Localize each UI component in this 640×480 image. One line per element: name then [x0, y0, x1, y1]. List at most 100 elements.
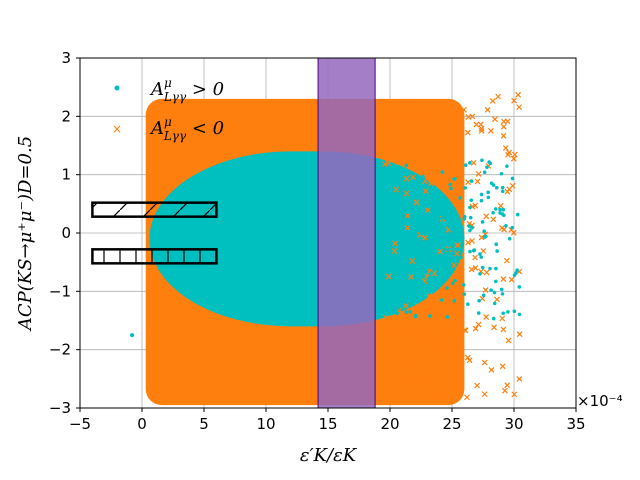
orange-x-point — [500, 123, 507, 130]
orange-x-point — [393, 186, 400, 193]
orange-x-point — [464, 354, 471, 361]
cyan-point — [420, 282, 425, 286]
cyan-point — [429, 271, 434, 275]
cyan-point — [492, 290, 497, 295]
cyan-point — [463, 163, 468, 167]
orange-x-point — [390, 115, 397, 121]
orange-x-point — [375, 397, 382, 404]
hatched-bar-1 — [91, 201, 218, 218]
cyan-point — [481, 293, 486, 298]
orange-x-point — [374, 358, 381, 365]
orange-x-point — [433, 371, 440, 377]
x-tick-label: −5 — [69, 415, 91, 433]
cyan-point — [440, 298, 444, 302]
cyan-point — [512, 309, 517, 314]
orange-x-point — [464, 394, 470, 401]
cyan-point — [438, 261, 443, 266]
orange-x-point — [408, 113, 414, 120]
cyan-point — [419, 231, 423, 235]
orange-x-point — [483, 269, 490, 276]
cyan-point — [467, 224, 471, 228]
cyan-point — [453, 229, 458, 234]
cyan-point — [500, 292, 505, 296]
orange-x-point — [469, 237, 476, 244]
orange-x-point — [401, 99, 408, 106]
cyan-point — [489, 181, 494, 186]
cyan-point — [449, 227, 453, 231]
orange-x-point — [483, 213, 490, 220]
scatter-points — [130, 91, 523, 405]
orange-x-point — [416, 326, 423, 333]
cyan-point — [515, 212, 520, 217]
orange-x-point — [500, 276, 507, 282]
cyan-point — [470, 226, 474, 230]
orange-x-point — [455, 176, 462, 182]
orange-x-point — [402, 357, 408, 364]
cyan-point — [429, 220, 433, 225]
orange-x-point — [425, 374, 432, 381]
orange-x-point — [413, 199, 420, 206]
orange-x-point — [488, 367, 495, 373]
orange-x-point — [458, 158, 465, 165]
orange-x-point — [480, 247, 487, 254]
orange-x-point — [515, 91, 522, 98]
orange-x-point — [478, 127, 485, 134]
orange-x-point — [398, 375, 405, 381]
cyan-point — [421, 174, 425, 179]
cyan-point — [450, 257, 454, 261]
cyan-point — [510, 225, 514, 230]
legend: Aμ Lγγ > 0 × Aμ Lγγ < 0 — [112, 76, 224, 143]
cyan-point — [396, 200, 401, 204]
orange-x-point — [516, 104, 523, 111]
orange-x-point — [495, 93, 502, 100]
orange-x-point — [383, 328, 390, 334]
cyan-point — [413, 279, 418, 283]
x-tick-label: 10 — [256, 415, 275, 433]
orange-x-point — [455, 189, 462, 196]
orange-x-point — [505, 151, 512, 158]
cyan-point — [388, 182, 393, 186]
orange-x-point — [475, 171, 482, 177]
orange-x-point — [431, 270, 438, 277]
cyan-point — [507, 236, 512, 241]
orange-x-point — [390, 145, 397, 152]
orange-x-point — [377, 120, 384, 127]
orange-x-point — [511, 391, 518, 398]
orange-x-point — [423, 126, 430, 133]
cyan-point — [399, 268, 403, 273]
orange-x-point — [386, 396, 393, 403]
cyan-point — [468, 205, 472, 210]
cyan-point — [486, 195, 491, 200]
cyan-point — [488, 266, 492, 271]
orange-x-point — [511, 151, 518, 158]
cyan-point — [404, 310, 409, 314]
orange-x-point — [447, 361, 454, 368]
y-tick-label: −3 — [49, 399, 71, 417]
cyan-point — [449, 186, 453, 191]
orange-x-point — [472, 325, 479, 332]
orange-x-point — [481, 359, 488, 366]
axis-ticks: −5 0 5 10 15 20 25 30 35 −3 −2 −1 0 1 2 3 — [49, 49, 586, 433]
cyan-point — [466, 302, 470, 306]
cyan-point — [404, 163, 409, 168]
orange-x-point — [516, 375, 523, 382]
cyan-point — [453, 278, 457, 283]
cyan-point — [482, 229, 486, 234]
orange-x-point — [473, 121, 480, 128]
y-tick-label: 0 — [61, 224, 71, 242]
cyan-point — [494, 185, 499, 190]
cyan-point — [514, 271, 518, 275]
cyan-point — [396, 305, 401, 310]
orange-x-point — [472, 265, 479, 271]
cyan-point — [426, 277, 431, 281]
orange-x-point — [399, 363, 406, 369]
orange-x-point — [509, 182, 516, 189]
orange-x-point — [403, 175, 410, 182]
orange-x-point — [499, 315, 506, 322]
cyan-point — [450, 281, 455, 286]
cyan-point — [500, 189, 505, 194]
cyan-point — [400, 215, 404, 219]
cyan-point — [517, 285, 522, 289]
orange-x-point — [464, 129, 471, 136]
orange-x-point — [451, 262, 457, 269]
